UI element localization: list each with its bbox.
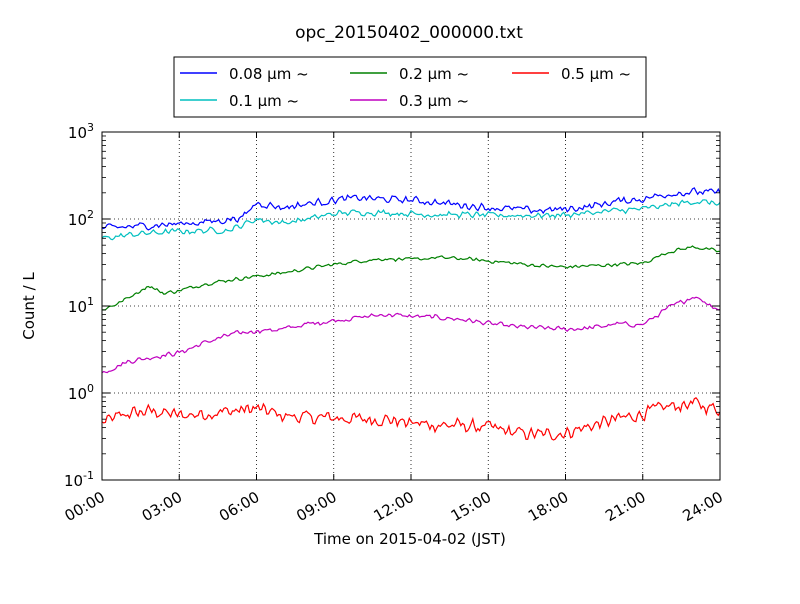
y-tick-label: 102 bbox=[68, 208, 94, 229]
x-tick-label: 12:00 bbox=[371, 488, 417, 525]
x-tick-label: 21:00 bbox=[602, 488, 648, 525]
y-tick-label: 101 bbox=[68, 295, 94, 316]
x-axis-label: Time on 2015-04-02 (JST) bbox=[313, 530, 506, 548]
chart-title: opc_20150402_000000.txt bbox=[295, 23, 523, 43]
legend-box bbox=[173, 56, 647, 118]
grid bbox=[102, 132, 720, 480]
series-line bbox=[101, 397, 721, 441]
x-tick-label: 09:00 bbox=[293, 488, 339, 525]
x-tick-label: 03:00 bbox=[139, 488, 185, 525]
series-line bbox=[102, 245, 721, 311]
x-tick-label: 15:00 bbox=[448, 488, 494, 525]
series-line bbox=[101, 296, 721, 374]
y-tick-label: 10-1 bbox=[64, 469, 94, 490]
legend: 0.08 μm ~ 0.1 μm ~ 0.2 μm ~ 0.3 μm ~ 0.5 μm … bbox=[173, 56, 647, 118]
series-line bbox=[101, 199, 721, 241]
x-tick-label: 06:00 bbox=[216, 488, 262, 525]
y-tick-label: 100 bbox=[68, 382, 94, 403]
x-tick-label: 00:00 bbox=[62, 488, 108, 525]
ticks bbox=[101, 131, 721, 481]
x-tick-labels: 00:00 03:00 06:00 09:00 12:00 15:00 18:00 21:00… bbox=[62, 488, 726, 525]
legend-label: 0.1 μm ~ bbox=[229, 92, 299, 110]
legend-label: 0.3 μm ~ bbox=[399, 92, 469, 110]
y-axis-label: Count / L bbox=[20, 272, 38, 340]
legend-label: 0.08 μm ~ bbox=[229, 65, 309, 83]
legend-label: 0.5 μm ~ bbox=[561, 65, 631, 83]
x-tick-label: 24:00 bbox=[680, 488, 726, 525]
y-tick-labels: 10-1 100 101 102 103 bbox=[64, 121, 94, 490]
series-lines bbox=[101, 187, 721, 441]
x-tick-label: 18:00 bbox=[525, 488, 571, 525]
y-tick-label: 103 bbox=[68, 121, 94, 142]
series-line bbox=[101, 187, 721, 231]
legend-label: 0.2 μm ~ bbox=[399, 65, 469, 83]
